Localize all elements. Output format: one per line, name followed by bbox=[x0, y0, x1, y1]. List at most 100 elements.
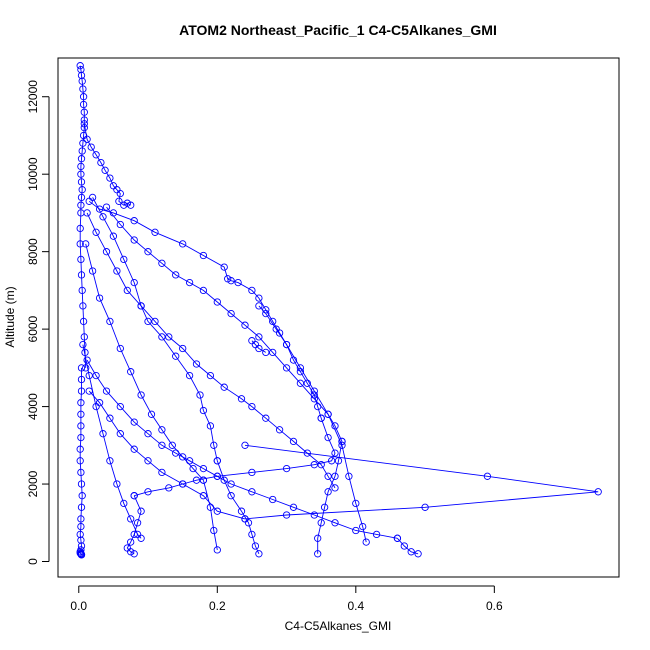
data-point bbox=[255, 302, 263, 310]
series-line bbox=[82, 344, 142, 539]
data-point bbox=[76, 240, 84, 248]
y-tick-label: 6000 bbox=[26, 315, 40, 342]
data-point bbox=[213, 507, 221, 515]
data-point bbox=[172, 271, 180, 279]
data-point bbox=[213, 472, 221, 480]
data-point bbox=[199, 286, 208, 295]
plot-frame bbox=[57, 57, 620, 578]
data-point bbox=[127, 368, 135, 376]
data-point bbox=[227, 277, 235, 285]
data-point bbox=[113, 267, 121, 275]
series-3 bbox=[80, 120, 135, 209]
data-point bbox=[206, 371, 215, 380]
data-point bbox=[116, 189, 124, 198]
data-point bbox=[262, 348, 270, 357]
data-point bbox=[262, 309, 270, 318]
data-point bbox=[78, 147, 86, 155]
data-point bbox=[79, 100, 88, 109]
data-point bbox=[77, 480, 86, 488]
series-line bbox=[317, 441, 343, 554]
data-point bbox=[199, 476, 208, 484]
data-point bbox=[78, 492, 86, 500]
data-point bbox=[345, 472, 353, 480]
data-point bbox=[92, 228, 100, 236]
data-point bbox=[158, 333, 166, 341]
series-8 bbox=[213, 457, 263, 558]
data-point bbox=[372, 530, 381, 539]
data-point bbox=[199, 251, 208, 260]
data-point bbox=[172, 449, 180, 457]
data-point bbox=[120, 255, 128, 264]
series-line bbox=[79, 65, 87, 368]
series-4 bbox=[85, 197, 325, 422]
series-17 bbox=[393, 534, 422, 558]
series-19 bbox=[255, 302, 370, 546]
data-point bbox=[248, 286, 256, 295]
data-point bbox=[220, 263, 228, 271]
series-line bbox=[79, 367, 83, 555]
series-line bbox=[92, 197, 218, 461]
data-point bbox=[196, 391, 204, 399]
data-point bbox=[80, 108, 88, 116]
data-point bbox=[144, 248, 152, 256]
series-18 bbox=[79, 340, 145, 542]
data-point bbox=[77, 155, 86, 163]
data-point bbox=[255, 333, 263, 341]
data-point bbox=[151, 317, 159, 326]
data-point bbox=[206, 422, 215, 430]
data-point bbox=[362, 538, 370, 546]
data-point bbox=[407, 548, 415, 556]
data-point bbox=[87, 143, 95, 151]
data-point bbox=[116, 344, 124, 353]
series-line bbox=[126, 495, 142, 555]
data-point bbox=[77, 522, 85, 531]
data-point bbox=[137, 507, 145, 515]
data-point bbox=[317, 461, 325, 469]
data-point bbox=[185, 278, 194, 287]
data-point bbox=[172, 352, 180, 360]
series-14 bbox=[82, 240, 208, 484]
data-point bbox=[282, 340, 291, 349]
data-point bbox=[88, 193, 97, 202]
series-5 bbox=[130, 414, 339, 500]
data-point bbox=[248, 530, 256, 539]
data-point bbox=[109, 232, 118, 240]
data-point bbox=[338, 441, 346, 449]
series-line bbox=[86, 212, 336, 489]
series-line bbox=[258, 305, 367, 543]
data-point bbox=[192, 476, 201, 484]
x-axis: 0.0 0.2 0.4 0.6 bbox=[70, 585, 503, 613]
data-point bbox=[227, 480, 235, 488]
y-tick-label: 8000 bbox=[26, 238, 40, 265]
data-point bbox=[77, 364, 86, 372]
data-point bbox=[248, 402, 256, 411]
data-point bbox=[82, 240, 90, 248]
data-point bbox=[77, 71, 86, 80]
data-point bbox=[352, 499, 360, 508]
data-point bbox=[106, 174, 114, 182]
data-point bbox=[77, 551, 86, 559]
data-point bbox=[359, 522, 367, 531]
series-15 bbox=[199, 476, 221, 554]
data-point bbox=[352, 526, 360, 535]
data-point bbox=[483, 472, 492, 480]
data-point bbox=[594, 488, 602, 496]
data-point bbox=[414, 550, 422, 558]
data-point bbox=[77, 387, 86, 395]
data-point bbox=[314, 550, 322, 558]
data-point bbox=[130, 492, 138, 500]
data-point bbox=[331, 472, 339, 480]
data-point bbox=[248, 468, 256, 477]
data-point bbox=[400, 542, 408, 550]
data-point bbox=[83, 135, 91, 143]
data-point bbox=[393, 534, 402, 542]
data-point bbox=[324, 488, 332, 496]
data-point bbox=[241, 515, 249, 523]
data-point bbox=[241, 441, 249, 449]
data-point bbox=[331, 484, 339, 492]
data-point bbox=[77, 201, 85, 209]
x-tick-label: 0.2 bbox=[209, 599, 226, 613]
data-point bbox=[77, 65, 85, 74]
data-point bbox=[255, 344, 263, 353]
data-point bbox=[269, 348, 277, 357]
